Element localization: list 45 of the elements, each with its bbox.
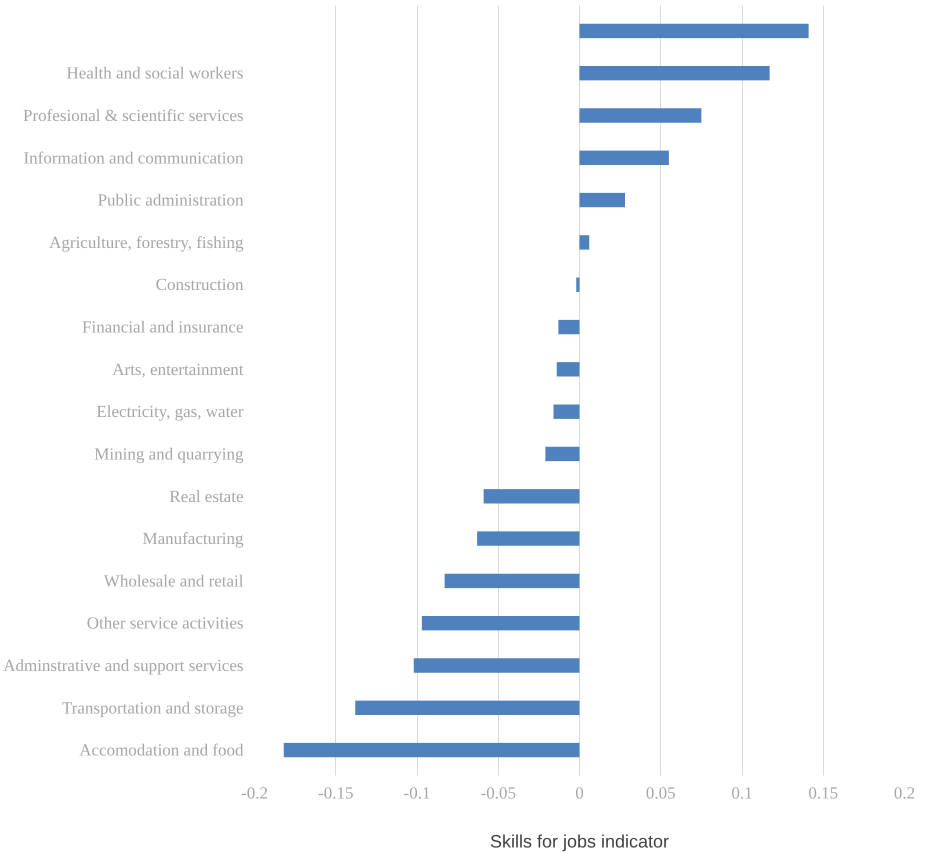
x-tick-label: -0.1 <box>404 784 430 802</box>
bar <box>558 320 580 334</box>
bar <box>422 616 580 630</box>
y-tick-label: Accomodation and food <box>79 740 244 760</box>
x-tick-label: 0.05 <box>646 784 676 802</box>
y-tick-label: Transportation and storage <box>62 698 244 718</box>
bar <box>477 531 580 546</box>
x-tick-label: 0.15 <box>808 784 838 802</box>
x-tick-label: -0.2 <box>241 784 268 802</box>
bar <box>554 404 580 419</box>
y-tick-label: Financial and insurance <box>82 318 244 337</box>
y-tick-label: Real estate <box>169 486 244 506</box>
bar <box>444 574 580 588</box>
bar <box>580 108 702 123</box>
bar <box>484 489 580 504</box>
bar <box>355 700 580 715</box>
y-tick-label: Information and communication <box>24 148 244 168</box>
y-tick-label: Profesional & scientific services <box>23 106 244 125</box>
y-tick-label: Arts, entertainment <box>112 360 244 379</box>
y-tick-label: Agriculture, forestry, fishing <box>49 232 244 252</box>
y-tick-label: Manufacturing <box>142 529 244 548</box>
bar <box>580 150 669 165</box>
x-tick-label: -0.05 <box>480 784 516 802</box>
bar <box>556 362 580 377</box>
x-tick-label: 0.2 <box>894 784 916 802</box>
bar <box>414 658 580 673</box>
bar <box>284 742 580 758</box>
bar <box>545 446 580 462</box>
y-tick-label: Construction <box>156 275 244 294</box>
x-tick-label: -0.15 <box>318 784 354 802</box>
y-tick-label: Health and social workers <box>66 64 244 83</box>
bar <box>580 24 809 38</box>
bar <box>580 66 770 80</box>
x-tick-label: 0.1 <box>731 784 753 802</box>
y-tick-label: Adminstrative and support services <box>3 656 244 675</box>
y-tick-label: Other service activities <box>86 614 244 633</box>
y-tick-label: Electricity, gas, water <box>96 402 244 422</box>
x-axis-title: Skills for jobs indicator <box>490 832 670 852</box>
x-tick-label: 0 <box>575 784 584 802</box>
bar <box>580 235 590 250</box>
y-tick-label: Public administration <box>98 190 244 210</box>
y-tick-label: Wholesale and retail <box>104 571 244 590</box>
bar <box>580 192 625 208</box>
bar <box>576 278 580 292</box>
y-tick-label: Mining and quarrying <box>94 444 244 464</box>
